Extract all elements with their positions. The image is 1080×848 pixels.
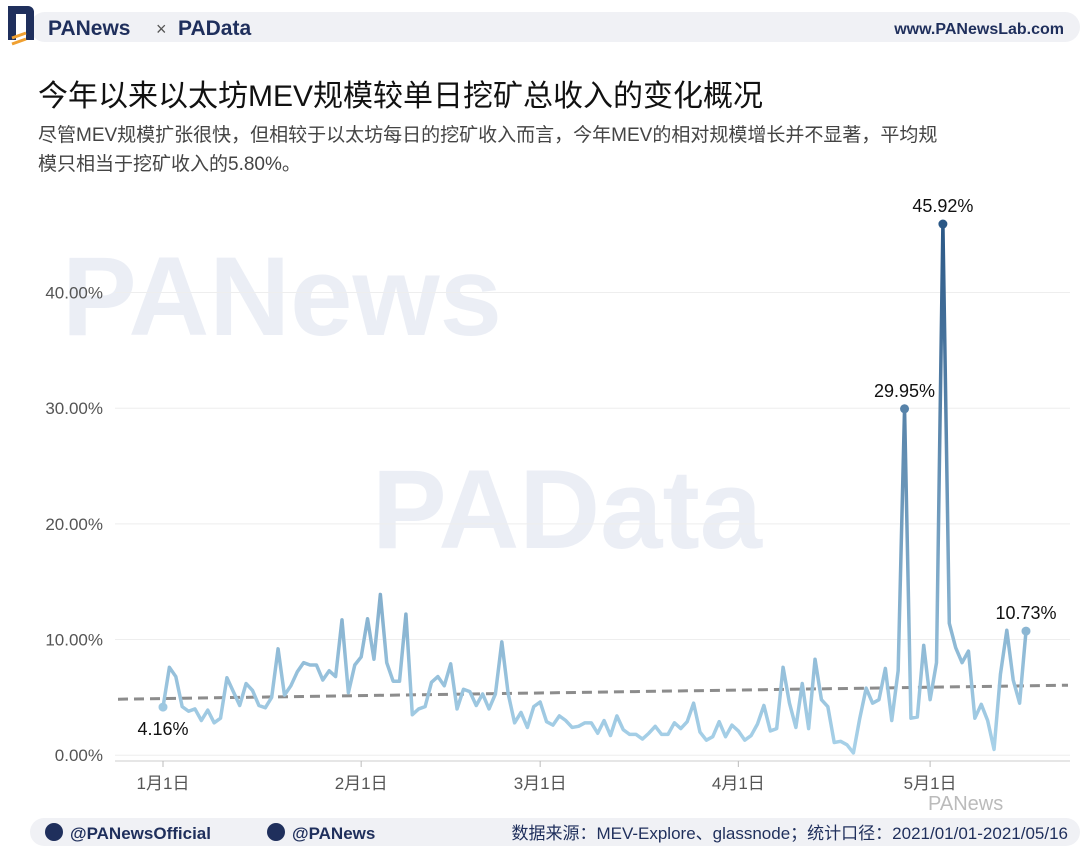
watermark: PANews [928, 793, 1003, 815]
chart-title: 今年以来以太坊MEV规模较单日挖矿总收入的变化概况 [38, 80, 763, 113]
weibo-icon [267, 823, 285, 841]
data-label: 4.16% [137, 719, 188, 739]
x-tick-label: 4月1日 [712, 774, 765, 793]
y-tick-label: 20.00% [45, 515, 103, 534]
subtitle: 尽管MEV规模扩张很快，但相较于以太坊每日的挖矿收入而言，今年MEV的相对规模增… [38, 124, 937, 146]
x-tick-label: 1月1日 [137, 774, 190, 793]
watermark: PANews [62, 234, 502, 359]
plot: 0.00% 10.00% 20.00% 30.00% 40.00% 1月1日 2月1日 3月1… [45, 196, 1070, 793]
y-tick-label: 10.00% [45, 631, 103, 650]
point [900, 404, 910, 414]
x-tick-label: 5月1日 [904, 774, 957, 793]
data-label: 10.73% [995, 603, 1056, 623]
website: www.PANewsLab.com [893, 21, 1064, 38]
y-tick-label: 0.00% [55, 746, 103, 765]
source: 数据来源：MEV-Explore、glassnode；统计口径：2021/01/… [511, 824, 1068, 843]
subtitle: 模只相当于挖矿收入的5.80%。 [38, 153, 301, 175]
point [938, 219, 948, 229]
logo-accent [11, 31, 27, 46]
watermark: PAData [372, 447, 763, 572]
twitter-icon [45, 823, 63, 841]
x-tick-label: 2月1日 [335, 774, 388, 793]
footer-bar [30, 818, 1080, 846]
brand: PANews [48, 17, 130, 40]
y-tick-label: 40.00% [45, 284, 103, 303]
trend-line [117, 683, 1069, 701]
header-bar [30, 12, 1080, 42]
weibo-handle: @PANews [292, 824, 375, 843]
logo [8, 6, 34, 40]
brand: PAData [178, 17, 251, 40]
x-tick-label: 3月1日 [514, 774, 567, 793]
data-line [161, 222, 1028, 755]
data-label: 29.95% [874, 381, 935, 401]
point [1021, 626, 1031, 636]
point [158, 702, 168, 712]
brand-times: × [156, 19, 167, 39]
twitter-handle: @PANewsOfficial [70, 824, 211, 843]
data-label: 45.92% [912, 196, 973, 216]
y-tick-label: 30.00% [45, 399, 103, 418]
